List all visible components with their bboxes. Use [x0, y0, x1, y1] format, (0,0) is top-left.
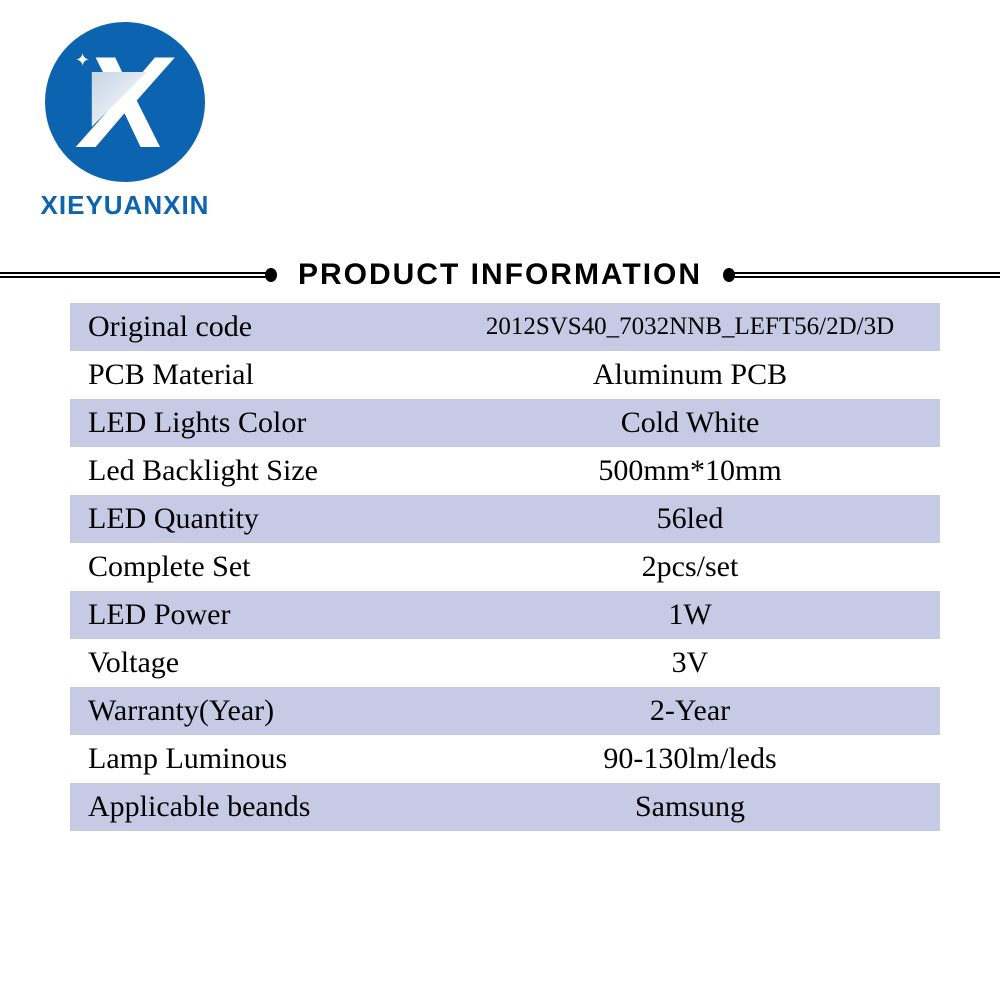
- spec-value: 56led: [440, 502, 940, 536]
- table-row: Lamp Luminous90-130lm/leds: [70, 735, 940, 783]
- spec-label: LED Lights Color: [70, 406, 440, 440]
- divider-line-right: [724, 272, 1000, 278]
- spec-label: Original code: [70, 310, 440, 344]
- table-row: LED Lights ColorCold White: [70, 399, 940, 447]
- spec-value: Cold White: [440, 406, 940, 440]
- spec-table: Original code2012SVS40_7032NNB_LEFT56/2D…: [70, 303, 940, 831]
- spec-label: Voltage: [70, 646, 440, 680]
- brand-logo-block: ✦ X XIEYUANXIN: [25, 22, 225, 221]
- logo-circle: ✦ X: [45, 22, 205, 182]
- spec-value: Aluminum PCB: [440, 358, 940, 392]
- spec-label: Led Backlight Size: [70, 454, 440, 488]
- table-row: PCB MaterialAluminum PCB: [70, 351, 940, 399]
- spec-value: 2pcs/set: [440, 550, 940, 584]
- table-row: LED Power1W: [70, 591, 940, 639]
- section-title: PRODUCT INFORMATION: [276, 258, 724, 292]
- spec-value: Samsung: [440, 790, 940, 824]
- spec-value: 90-130lm/leds: [440, 742, 940, 776]
- divider-line-left: [0, 272, 276, 278]
- spec-value: 500mm*10mm: [440, 454, 940, 488]
- brand-name: XIEYUANXIN: [25, 190, 225, 221]
- table-row: Led Backlight Size500mm*10mm: [70, 447, 940, 495]
- spec-label: Complete Set: [70, 550, 440, 584]
- section-divider: PRODUCT INFORMATION: [0, 250, 1000, 300]
- spec-value: 2-Year: [440, 694, 940, 728]
- spec-label: Lamp Luminous: [70, 742, 440, 776]
- table-row: LED Quantity56led: [70, 495, 940, 543]
- spec-label: PCB Material: [70, 358, 440, 392]
- table-row: Warranty(Year)2-Year: [70, 687, 940, 735]
- spec-value: 3V: [440, 646, 940, 680]
- spec-value: 1W: [440, 598, 940, 632]
- table-row: Applicable beandsSamsung: [70, 783, 940, 831]
- logo-letter: X: [82, 37, 169, 167]
- spec-label: Warranty(Year): [70, 694, 440, 728]
- table-row: Voltage3V: [70, 639, 940, 687]
- table-row: Complete Set2pcs/set: [70, 543, 940, 591]
- table-row: Original code2012SVS40_7032NNB_LEFT56/2D…: [70, 303, 940, 351]
- spec-value: 2012SVS40_7032NNB_LEFT56/2D/3D: [440, 313, 940, 341]
- spec-label: LED Quantity: [70, 502, 440, 536]
- spec-label: Applicable beands: [70, 790, 440, 824]
- spec-label: LED Power: [70, 598, 440, 632]
